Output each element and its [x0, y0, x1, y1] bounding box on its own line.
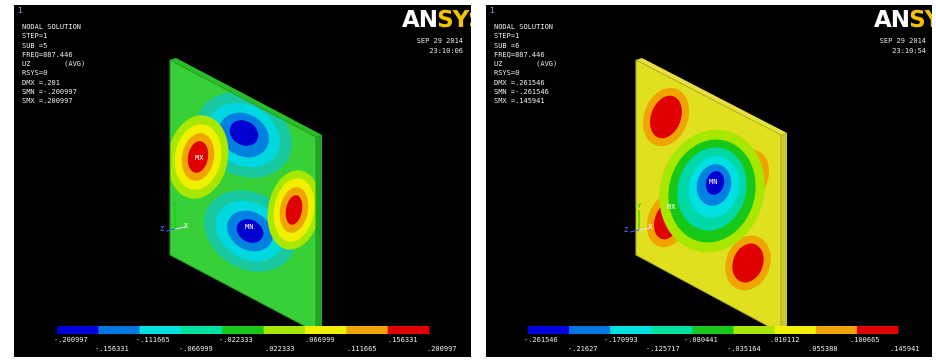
info-sub: SUB =5	[22, 41, 48, 50]
window-number: 1	[490, 6, 495, 15]
min-label: MN	[245, 223, 254, 231]
legend-tick: -.125717	[646, 345, 680, 353]
triad-z-label: Z	[160, 225, 165, 233]
legend-tick: .010112	[770, 336, 800, 344]
timestamp: SEP 29 2014 23:10:06	[417, 37, 463, 56]
plate-edge-side	[316, 135, 322, 332]
info-uz: UZ (AVG)	[494, 60, 558, 69]
contour-plot	[57, 58, 430, 334]
triad-z-label: Z	[624, 226, 629, 234]
contour-legend-bar	[528, 326, 899, 334]
legend-tick: .156331	[388, 336, 418, 344]
legend-tick: .111665	[347, 345, 377, 353]
legend-color-band	[305, 326, 347, 334]
date-text: SEP 29 2014	[879, 37, 926, 45]
plate-edge-top	[636, 58, 787, 135]
legend-color-band	[610, 326, 652, 334]
coordinate-triad	[629, 210, 651, 233]
solution-info: NODAL SOLUTION STEP=1 SUB =5 FREQ=887.44…	[22, 23, 85, 107]
triad-x-label: X	[184, 222, 189, 230]
legend-color-band	[346, 326, 389, 334]
graphics-window-left[interactable]: 1 NODAL SOLUTION STEP=1 SUB =5 FREQ=887.…	[14, 5, 471, 357]
info-rsys: RSYS=0	[494, 69, 520, 78]
window-number: 1	[18, 6, 23, 15]
info-step: STEP=1	[22, 32, 48, 41]
legend-color-band	[181, 326, 223, 334]
info-title: NODAL SOLUTION	[22, 23, 82, 31]
legend-color-band	[98, 326, 141, 334]
legend-color-band	[263, 326, 306, 334]
legend-color-band	[569, 326, 611, 334]
info-uz: UZ (AVG)	[22, 60, 86, 69]
legend-tick: -.261546	[524, 336, 558, 344]
info-step: STEP=1	[494, 32, 520, 41]
legend-tick: .022333	[265, 345, 295, 353]
triad-x-label: X	[648, 223, 653, 231]
info-smn: SMN =-.200997	[22, 88, 77, 97]
info-smx: SMX =.145941	[494, 97, 545, 106]
contour-field	[170, 60, 316, 332]
date-text: SEP 29 2014	[416, 37, 463, 45]
triad-y-label: Y	[173, 201, 178, 209]
max-label: MX	[667, 203, 676, 211]
timestamp: SEP 29 2014 23:10:54	[880, 37, 926, 56]
contour-legend-bar	[57, 326, 430, 334]
coordinate-triad	[165, 209, 187, 232]
legend-color-band	[139, 326, 182, 334]
legend-tick: -.21627	[568, 345, 598, 353]
contour-plot	[528, 58, 899, 334]
contour-field	[636, 60, 781, 333]
triad-y-label: Y	[637, 202, 642, 210]
info-freq: FREQ=887.446	[22, 50, 73, 59]
legend-tick: .100665	[850, 336, 880, 344]
legend-tick: -.035164	[727, 345, 761, 353]
legend-tick: -.170993	[604, 336, 638, 344]
legend-tick: .066999	[305, 336, 335, 344]
legend-tick: -.080441	[684, 336, 718, 344]
info-rsys: RSYS=0	[22, 69, 48, 78]
min-label: MN	[709, 178, 718, 186]
legend-color-band	[528, 326, 570, 334]
legend-tick: .200997	[427, 345, 457, 353]
info-sub: SUB =6	[494, 41, 520, 50]
time-text: 23:10:06	[429, 46, 463, 55]
legend-tick: -.066999	[179, 345, 213, 353]
legend-color-band	[856, 326, 899, 334]
legend-color-band	[57, 326, 99, 334]
legend-color-band	[733, 326, 776, 334]
legend-tick: -.022333	[219, 336, 253, 344]
max-label: MX	[195, 154, 204, 162]
info-title: NODAL SOLUTION	[494, 23, 554, 31]
legend-color-band	[692, 326, 735, 334]
legend-color-band	[815, 326, 858, 334]
info-dmx: DMX =.201	[22, 78, 60, 87]
legend-tick: -.156331	[95, 345, 129, 353]
legend-tick: .145941	[890, 345, 920, 353]
graphics-window-right[interactable]: 1 NODAL SOLUTION STEP=1 SUB =6 FREQ=887.…	[486, 5, 932, 357]
solution-info: NODAL SOLUTION STEP=1 SUB =6 FREQ=887.44…	[494, 23, 557, 107]
info-smn: SMN =-.261546	[494, 88, 549, 97]
time-text: 23:10:54	[892, 46, 926, 55]
legend-tick: -.111665	[136, 336, 170, 344]
info-dmx: DMX =.261546	[494, 78, 545, 87]
legend-tick: -.200997	[54, 336, 88, 344]
legend-color-band	[774, 326, 817, 334]
plate-edge-top	[170, 58, 322, 137]
plate-edge-side	[781, 133, 787, 333]
legend-color-band	[222, 326, 265, 334]
legend-tick: .055388	[808, 345, 838, 353]
info-freq: FREQ=887.446	[494, 50, 545, 59]
legend-color-band	[651, 326, 693, 334]
legend-color-band	[387, 326, 430, 334]
info-smx: SMX =.200997	[22, 97, 73, 106]
